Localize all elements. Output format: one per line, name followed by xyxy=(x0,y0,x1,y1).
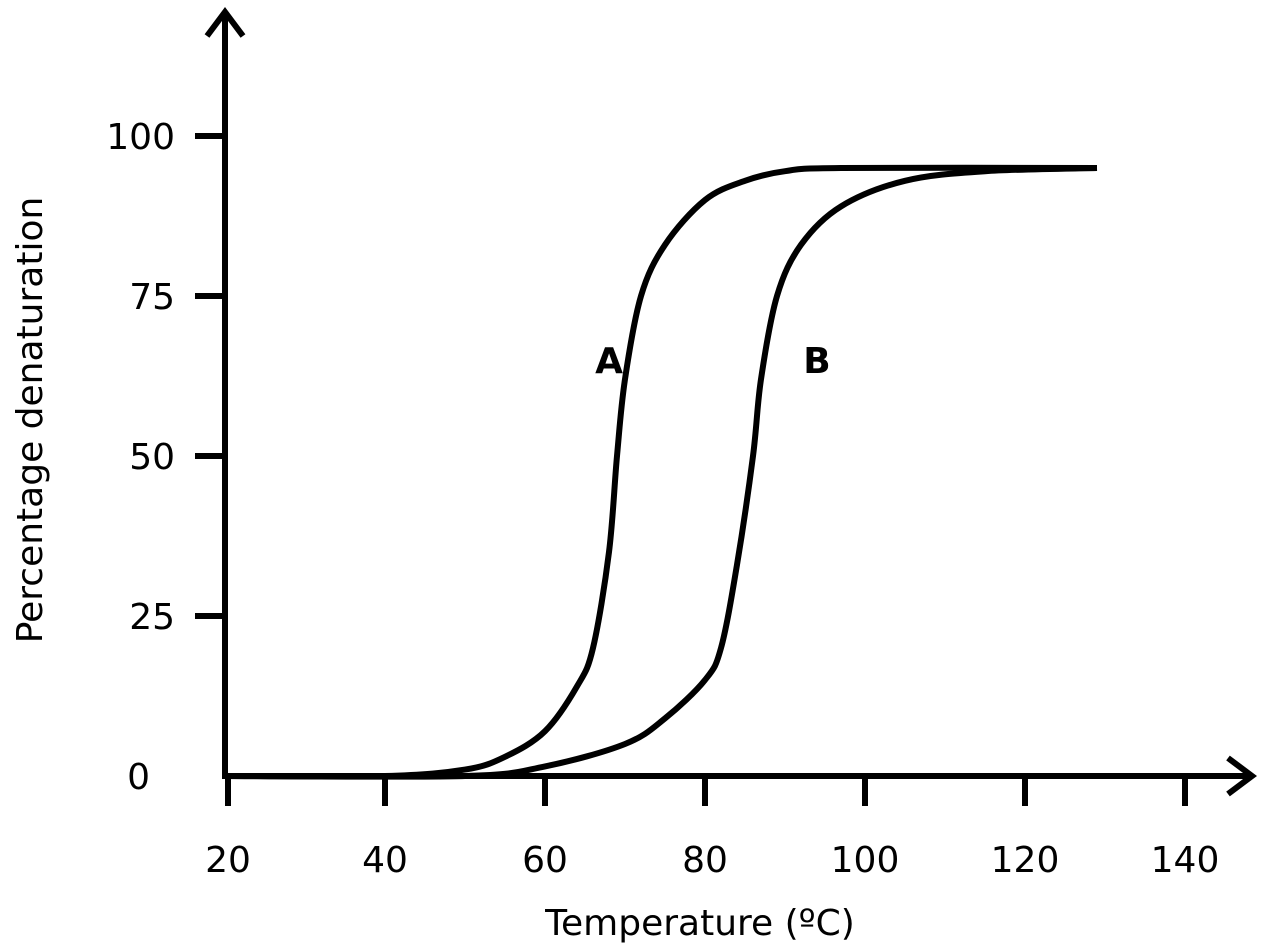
ticks: 20 40 60 80 100 120 140 0 25 50 75 100 xyxy=(106,117,1219,881)
x-tick-label: 80 xyxy=(682,840,728,881)
axes xyxy=(204,6,1257,797)
x-tick-label: 100 xyxy=(831,840,900,881)
x-tick-label: 20 xyxy=(205,840,251,881)
series-label-b: B xyxy=(803,341,830,382)
series-line-a xyxy=(224,164,1098,780)
x-tick-label: 40 xyxy=(362,840,408,881)
y-axis-arrow-icon xyxy=(204,6,246,38)
y-axis-label: Percentage denaturation xyxy=(10,197,51,644)
x-axis-arrow-icon xyxy=(1226,755,1257,797)
series-line-b xyxy=(224,165,1098,780)
x-tick-label: 60 xyxy=(522,840,568,881)
y-tick-label: 25 xyxy=(129,597,175,638)
x-tick-label: 140 xyxy=(1151,840,1220,881)
y-tick-label: 50 xyxy=(129,437,175,478)
y-tick-label: 75 xyxy=(129,277,175,318)
series-label-a: A xyxy=(595,341,623,382)
x-axis-label: Temperature (ºC) xyxy=(544,903,855,944)
x-tick-label: 120 xyxy=(991,840,1060,881)
y-tick-label: 100 xyxy=(106,117,175,158)
y-tick-label: 0 xyxy=(127,757,150,798)
